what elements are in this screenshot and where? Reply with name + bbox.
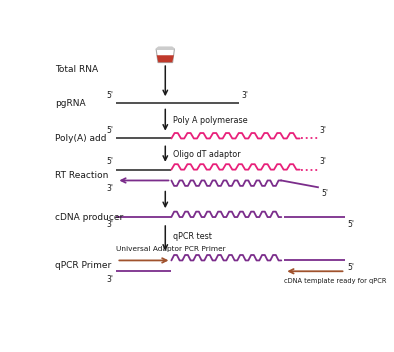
Text: 5': 5' xyxy=(321,189,328,197)
Text: 3': 3' xyxy=(106,220,113,229)
Polygon shape xyxy=(157,55,174,62)
Text: 5': 5' xyxy=(347,220,354,229)
Text: 3': 3' xyxy=(320,157,327,166)
Text: Total RNA: Total RNA xyxy=(55,65,98,74)
Text: Oligo dT adaptor: Oligo dT adaptor xyxy=(173,150,241,158)
Text: qPCR Primer: qPCR Primer xyxy=(55,261,112,270)
Text: cDNA producer: cDNA producer xyxy=(55,213,124,221)
Text: Universal Adaptor PCR Primer: Universal Adaptor PCR Primer xyxy=(117,246,226,252)
Text: 5': 5' xyxy=(106,126,113,135)
Polygon shape xyxy=(156,47,175,49)
Text: qPCR test: qPCR test xyxy=(173,232,212,240)
Text: 5': 5' xyxy=(106,157,113,166)
Text: cDNA template ready for qPCR: cDNA template ready for qPCR xyxy=(284,278,387,284)
Polygon shape xyxy=(156,49,175,63)
Text: 3': 3' xyxy=(106,184,113,193)
Text: pgRNA: pgRNA xyxy=(55,99,86,108)
Text: Poly A polymerase: Poly A polymerase xyxy=(173,117,247,125)
Text: 3': 3' xyxy=(242,91,249,100)
Text: 5': 5' xyxy=(106,91,113,100)
Text: 5': 5' xyxy=(347,263,354,272)
Text: RT Reaction: RT Reaction xyxy=(55,171,109,180)
Text: 3': 3' xyxy=(106,275,113,283)
Text: Poly(A) add: Poly(A) add xyxy=(55,134,107,143)
Text: 3': 3' xyxy=(320,126,327,135)
